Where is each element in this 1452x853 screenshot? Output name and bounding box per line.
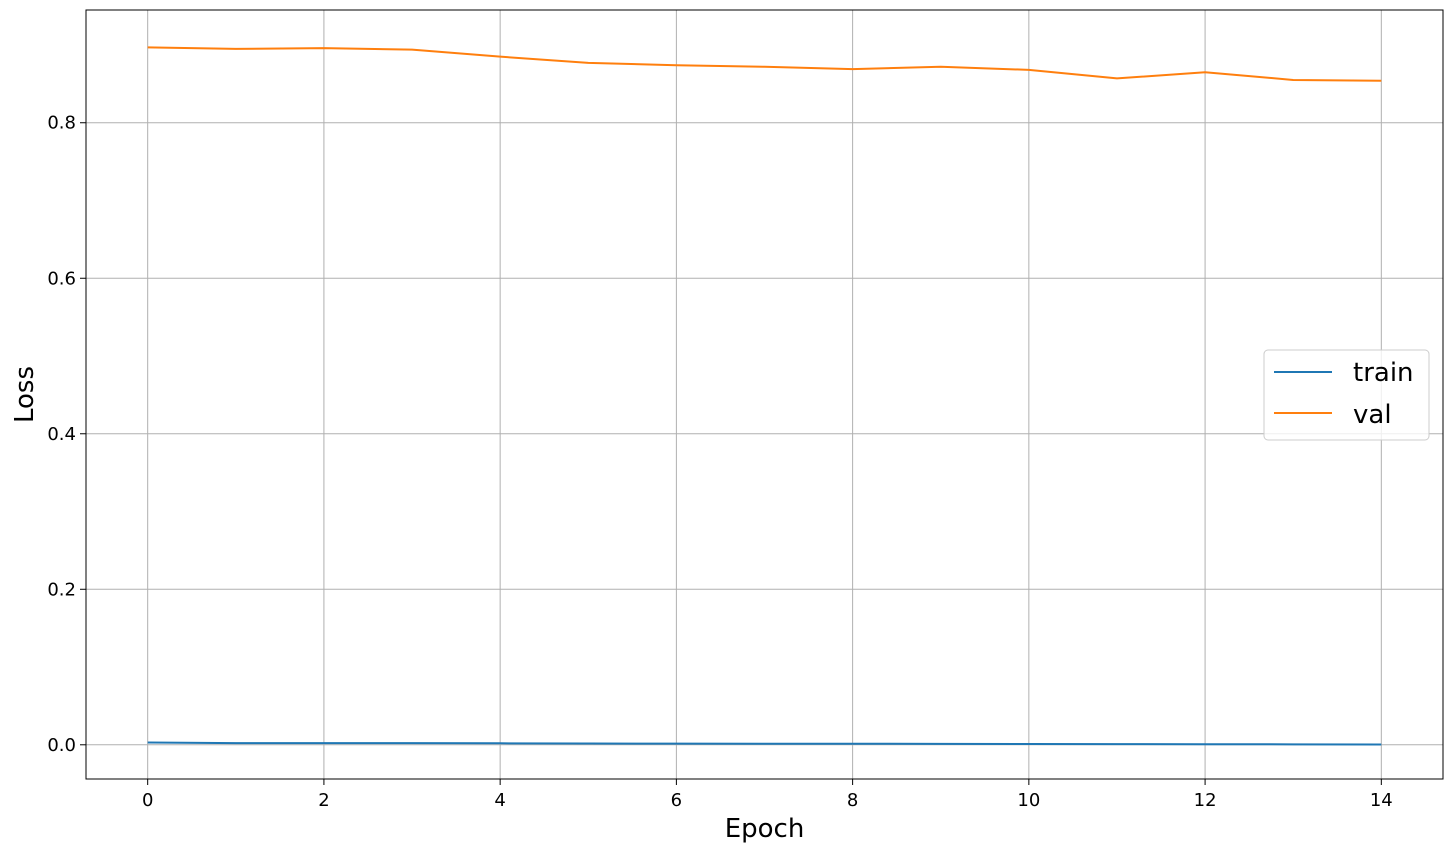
legend-label-val: val bbox=[1353, 400, 1392, 430]
y-tick-label: 0.2 bbox=[47, 579, 76, 600]
plot-area bbox=[86, 10, 1443, 779]
series-line-val bbox=[147, 46, 1382, 82]
x-axis-title: Epoch bbox=[725, 814, 805, 844]
legend-label-train: train bbox=[1353, 358, 1414, 388]
x-tick-label: 10 bbox=[1017, 790, 1040, 811]
x-tick-label: 14 bbox=[1370, 790, 1393, 811]
y-tick-label: 0.8 bbox=[47, 113, 76, 134]
y-axis-title: Loss bbox=[10, 366, 40, 423]
series-lines bbox=[147, 46, 1382, 746]
x-tick-label: 8 bbox=[847, 790, 858, 811]
y-tick-label: 0.0 bbox=[47, 735, 76, 756]
x-tick-label: 4 bbox=[494, 790, 505, 811]
x-tick-label: 12 bbox=[1194, 790, 1217, 811]
y-tick-label: 0.4 bbox=[47, 424, 76, 445]
x-tick-label: 0 bbox=[142, 790, 153, 811]
x-axis: 0 2 4 6 8 10 12 14 bbox=[142, 779, 1393, 811]
x-tick-label: 2 bbox=[318, 790, 329, 811]
grid-lines bbox=[86, 10, 1443, 779]
plot-frame bbox=[85, 9, 1444, 780]
legend: train val bbox=[1263, 349, 1430, 441]
y-axis: 0.0 0.2 0.4 0.6 0.8 bbox=[47, 113, 86, 756]
y-tick-label: 0.6 bbox=[47, 268, 76, 289]
x-tick-label: 6 bbox=[671, 790, 682, 811]
series-line-train bbox=[147, 741, 1382, 746]
